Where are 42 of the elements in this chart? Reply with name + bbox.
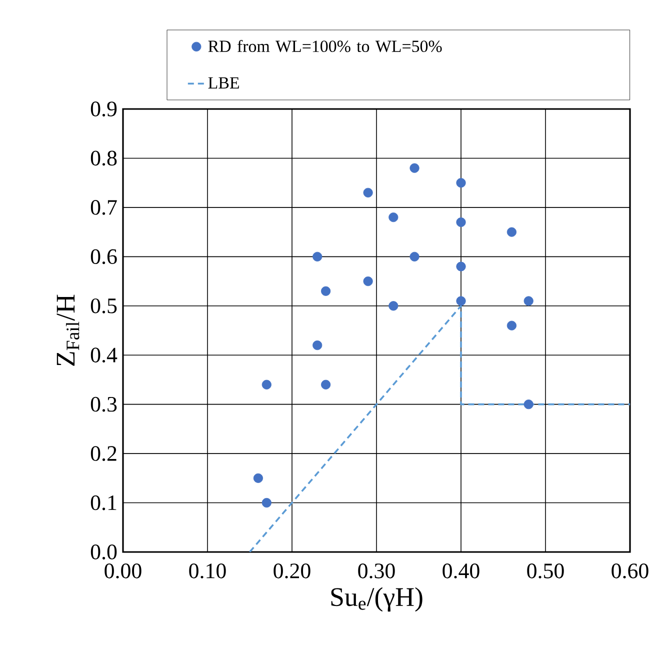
x-axis-title: Su$_{e}$/(γH) xyxy=(331,587,422,612)
y-tick-label: 0.4 xyxy=(90,348,118,363)
point xyxy=(506,320,516,330)
point xyxy=(506,227,516,237)
y-tick-label: 0.8 xyxy=(90,150,117,166)
point xyxy=(312,340,322,350)
y-tick-label: 0.0 xyxy=(90,544,117,560)
point xyxy=(388,212,398,222)
y-axis-title: Z$_{Fail}$/H xyxy=(56,294,80,366)
y-tick-label: 0.3 xyxy=(90,396,117,412)
x-tick-label: 0.20 xyxy=(274,564,310,578)
y-tick-label: 0.6 xyxy=(90,249,117,264)
y-tick-label: 0.7 xyxy=(90,200,117,215)
point xyxy=(262,498,272,508)
x-tick-label: 0.00 xyxy=(104,564,142,578)
point xyxy=(321,380,331,390)
point xyxy=(363,276,373,286)
point xyxy=(410,163,420,173)
x-tick-label: 0.10 xyxy=(189,564,226,578)
point xyxy=(524,400,534,410)
x-tick-label: 0.50 xyxy=(527,564,564,578)
legend-label: RD from WL=100% to WL=50% xyxy=(208,40,442,52)
point xyxy=(388,301,398,311)
x-tick-label: 0.60 xyxy=(612,564,648,578)
point xyxy=(524,296,534,306)
point xyxy=(456,217,466,228)
point xyxy=(312,252,322,262)
point xyxy=(363,188,373,198)
point xyxy=(321,286,331,296)
point xyxy=(253,473,263,483)
point xyxy=(456,178,466,188)
point xyxy=(456,296,466,306)
x-tick-label: 0.30 xyxy=(358,564,395,578)
y-tick-label: 0.9 xyxy=(90,102,117,116)
y-tick-label: 0.5 xyxy=(90,298,117,314)
point xyxy=(262,380,272,390)
x-tick-label: 0.40 xyxy=(442,564,480,578)
legend-label: LBE xyxy=(208,77,239,88)
point xyxy=(410,252,420,262)
y-tick-label: 0.1 xyxy=(90,495,116,510)
y-tick-label: 0.2 xyxy=(90,446,116,461)
point xyxy=(456,262,466,272)
